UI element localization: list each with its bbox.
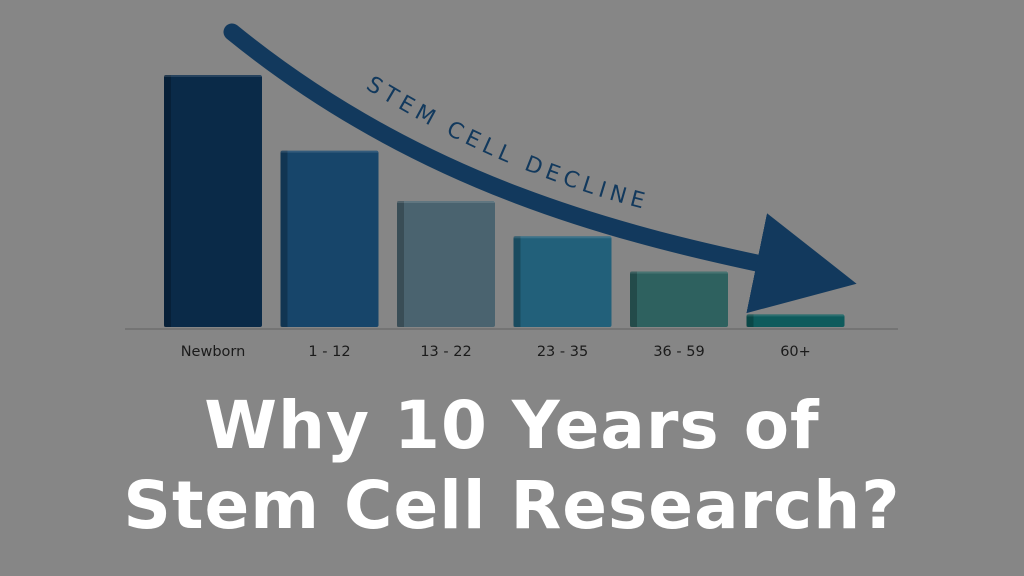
bar-36-59 (630, 271, 728, 327)
decline-arrow (223, 23, 857, 314)
headline-line-2: Stem Cell Research? (123, 467, 901, 544)
bar-13-22 (397, 201, 495, 327)
headline-line-1: Why 10 Years of (204, 387, 820, 464)
tick-label-1-12: 1 - 12 (308, 344, 350, 360)
tick-label-newborn: Newborn (181, 344, 246, 360)
bar-60 (746, 314, 845, 327)
tick-label-13-22: 13 - 22 (420, 344, 471, 360)
bar-1-12 (280, 150, 379, 327)
bar-23-35 (513, 236, 612, 327)
bar-newborn (164, 75, 262, 327)
tick-label-60: 60+ (780, 344, 811, 360)
tick-label-36-59: 36 - 59 (653, 344, 704, 360)
tick-label-23-35: 23 - 35 (537, 344, 588, 360)
bar-chart: Newborn 1 - 12 13 - 22 23 - 35 36 - 59 60+ ST… (125, 23, 898, 360)
